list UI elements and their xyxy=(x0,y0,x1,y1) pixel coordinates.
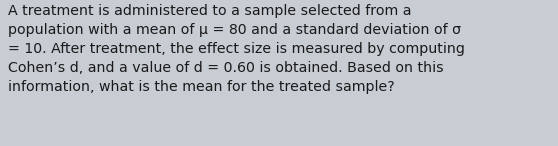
Text: A treatment is administered to a sample selected from a
population with a mean o: A treatment is administered to a sample … xyxy=(8,4,465,94)
